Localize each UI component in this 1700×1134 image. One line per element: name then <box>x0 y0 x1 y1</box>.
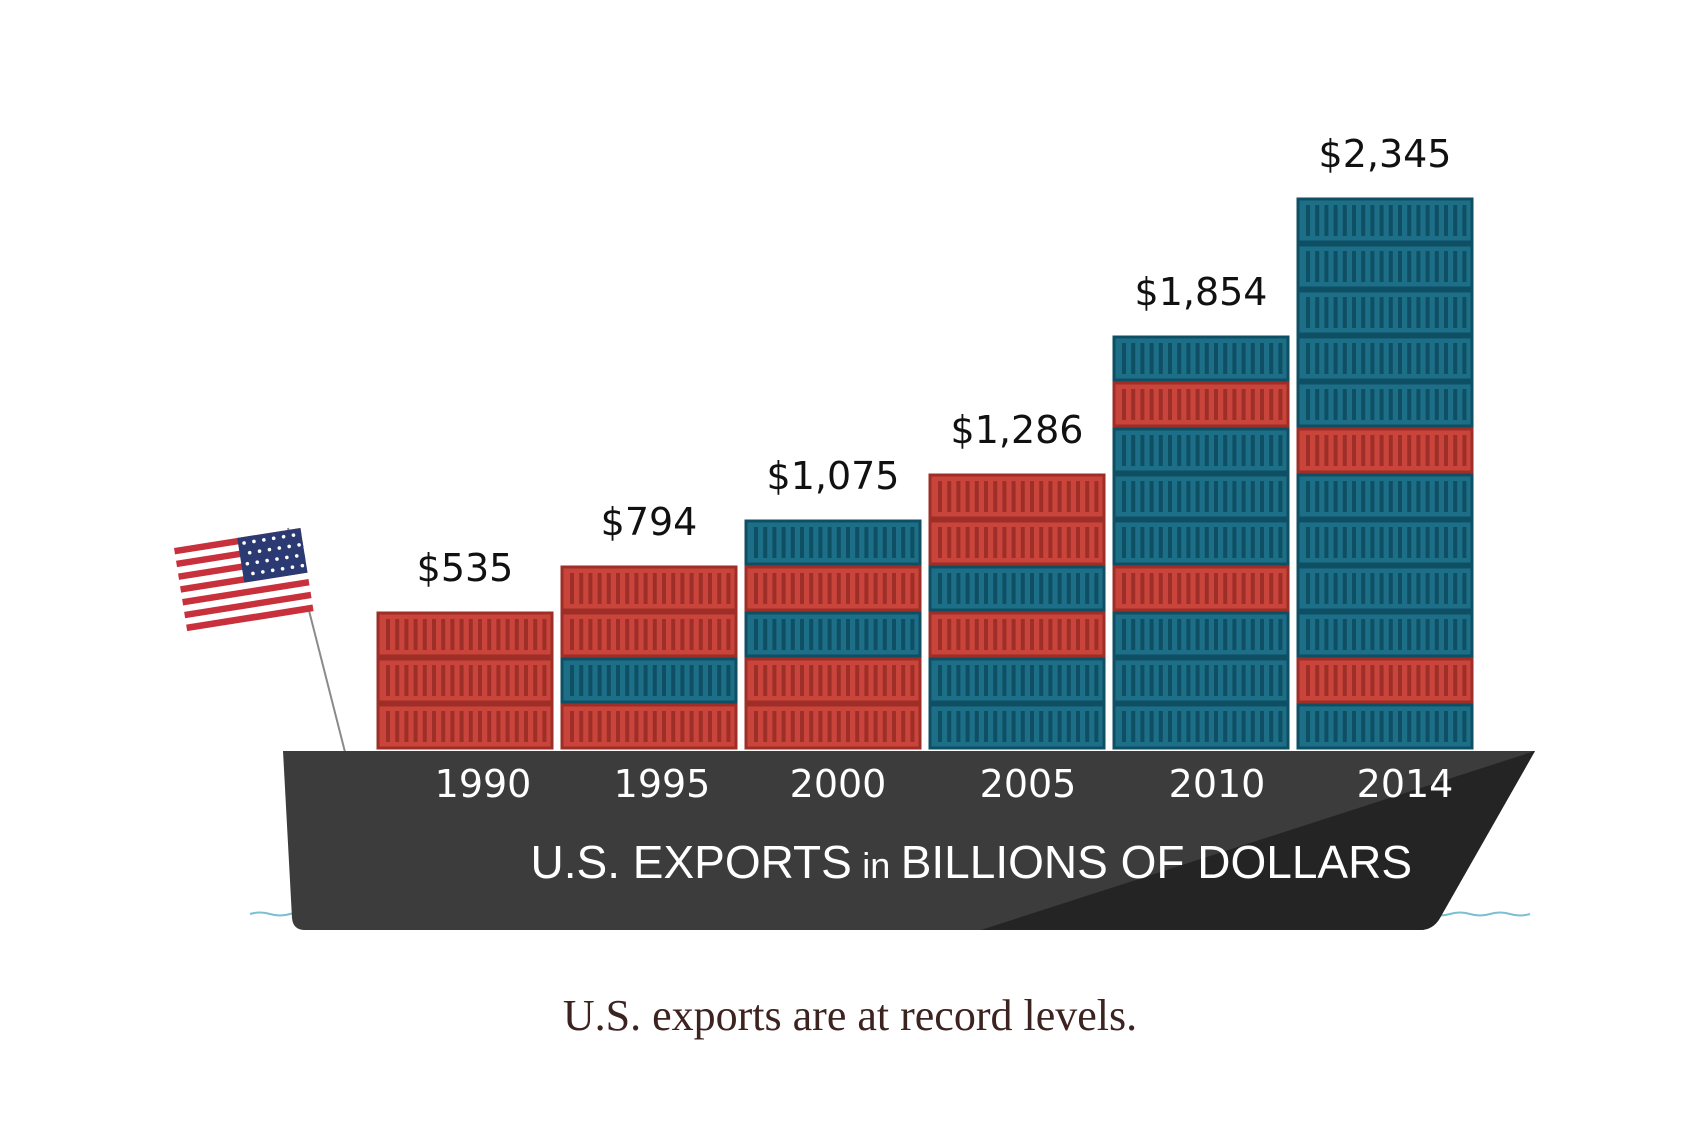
container-2005-5 <box>928 519 1106 566</box>
container-2014-10 <box>1296 289 1474 336</box>
container-2014-4 <box>1296 565 1474 612</box>
container-2010-1 <box>1112 703 1290 750</box>
year-label-1990: 1990 <box>435 762 532 806</box>
container-2010-9 <box>1112 335 1290 382</box>
title-part-b: in <box>862 845 890 886</box>
container-2010-2 <box>1112 657 1290 704</box>
value-label-2010: $1,854 <box>1135 270 1268 314</box>
container-2014-11 <box>1296 243 1474 290</box>
container-2014-12 <box>1296 197 1474 244</box>
container-1990-1 <box>376 703 554 750</box>
container-2000-3 <box>744 611 922 658</box>
chart-title: U.S. EXPORTS in BILLIONS OF DOLLARS <box>531 836 1412 888</box>
container-2014-7 <box>1296 427 1474 474</box>
container-2014-6 <box>1296 473 1474 520</box>
container-1995-3 <box>560 611 738 658</box>
x-tick-labels: 1990 1995 2000 2005 2010 2014 <box>435 762 1454 806</box>
container-stacks <box>376 197 1474 750</box>
container-2014-8 <box>1296 381 1474 428</box>
container-2005-6 <box>928 473 1106 520</box>
container-2014-2 <box>1296 657 1474 704</box>
container-1995-2 <box>560 657 738 704</box>
container-2005-3 <box>928 611 1106 658</box>
container-2005-2 <box>928 657 1106 704</box>
value-label-2005: $1,286 <box>951 408 1084 452</box>
title-part-c: BILLIONS OF DOLLARS <box>901 836 1412 888</box>
container-2000-2 <box>744 657 922 704</box>
container-2010-7 <box>1112 427 1290 474</box>
year-label-1995: 1995 <box>614 762 711 806</box>
container-2000-5 <box>744 519 922 566</box>
container-1995-1 <box>560 703 738 750</box>
container-2000-4 <box>744 565 922 612</box>
year-label-2010: 2010 <box>1169 762 1266 806</box>
container-1990-2 <box>376 657 554 704</box>
container-1995-4 <box>560 565 738 612</box>
year-label-2005: 2005 <box>980 762 1077 806</box>
container-2010-8 <box>1112 381 1290 428</box>
value-labels: $535 $794 $1,075 $1,286 $1,854 $2,345 <box>417 132 1452 590</box>
container-2014-9 <box>1296 335 1474 382</box>
container-2005-1 <box>928 703 1106 750</box>
container-2010-4 <box>1112 565 1290 612</box>
year-label-2014: 2014 <box>1357 762 1454 806</box>
container-2014-1 <box>1296 703 1474 750</box>
value-label-2000: $1,075 <box>767 454 900 498</box>
year-label-2000: 2000 <box>790 762 887 806</box>
container-2010-3 <box>1112 611 1290 658</box>
container-2010-5 <box>1112 519 1290 566</box>
title-part-a: U.S. EXPORTS <box>531 836 852 888</box>
container-2000-1 <box>744 703 922 750</box>
value-label-2014: $2,345 <box>1319 132 1452 176</box>
us-flag-icon <box>174 527 346 753</box>
container-2014-5 <box>1296 519 1474 566</box>
value-label-1990: $535 <box>417 546 514 590</box>
container-2014-3 <box>1296 611 1474 658</box>
figure-caption: U.S. exports are at record levels. <box>562 991 1138 1040</box>
value-label-1995: $794 <box>601 500 698 544</box>
container-2005-4 <box>928 565 1106 612</box>
ship-hull <box>283 751 1535 930</box>
container-2010-6 <box>1112 473 1290 520</box>
container-1990-3 <box>376 611 554 658</box>
